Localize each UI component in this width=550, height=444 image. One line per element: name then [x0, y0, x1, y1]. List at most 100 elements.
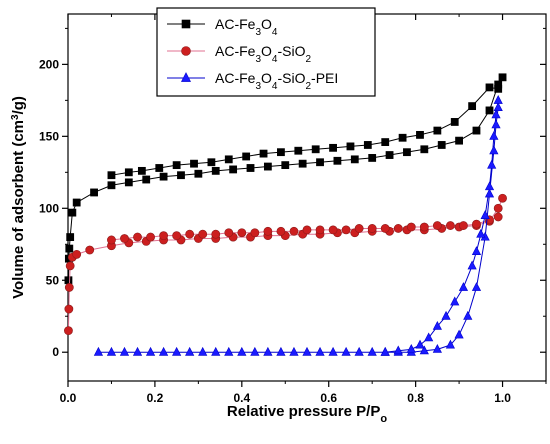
series-0-adsorption-point	[333, 156, 342, 165]
series-0-desorption-point	[242, 152, 251, 161]
series-1-adsorption-point	[64, 283, 74, 292]
text-part: O	[261, 70, 272, 86]
x-tick-label: 0.4	[233, 391, 250, 405]
series-0-adsorption-point	[211, 166, 220, 175]
series-0-adsorption-point	[107, 181, 116, 190]
series-2-desorption-point	[393, 345, 403, 355]
y-axis-title: Volume of adsorbent (cm3/g)	[10, 96, 28, 299]
series-0-desorption-point	[433, 126, 442, 135]
series-0-desorption-point	[346, 142, 355, 151]
series-1-desorption-point	[120, 234, 129, 243]
text-part: 4	[272, 54, 278, 65]
series-1-desorption-point	[172, 231, 182, 241]
text-part: O	[261, 16, 272, 32]
text-part: -SiO	[277, 70, 305, 86]
series-2-desorption-point	[493, 95, 503, 104]
series-2-adsorption-point	[237, 346, 247, 356]
legend-label: AC-Fe3O4-SiO2	[215, 43, 311, 65]
text-part: 3	[10, 114, 21, 120]
series-1-desorption-point	[237, 228, 247, 238]
text-part: 4	[272, 27, 278, 38]
text-part: AC-Fe	[215, 70, 256, 86]
series-2-desorption-point	[476, 228, 486, 238]
series-2-desorption-point	[467, 260, 477, 270]
legend-marker	[181, 19, 191, 29]
series-0-desorption-point	[363, 141, 372, 149]
series-1-desorption-point	[354, 224, 364, 233]
series-0-adsorption-point	[263, 162, 272, 171]
series-2-adsorption-point	[224, 346, 234, 356]
series-0	[64, 73, 507, 285]
series-2-adsorption-point	[328, 346, 338, 356]
series-0-adsorption-point	[403, 148, 411, 157]
series-2-adsorption-point	[315, 346, 325, 356]
series-0-adsorption-point	[66, 233, 75, 241]
series-0-adsorption-point	[65, 244, 74, 253]
series-1-desorption-point	[211, 229, 221, 239]
series-1-desorption-point	[493, 212, 503, 222]
series-1-adsorption-point	[498, 193, 507, 203]
series-2-adsorption-point	[432, 344, 442, 353]
series-1-adsorption-line	[67, 198, 504, 331]
series-2-desorption-point	[491, 109, 501, 119]
series-1-desorption-point	[419, 222, 429, 232]
series-1-desorption-point	[146, 232, 155, 242]
x-tick-label: 1.0	[494, 391, 511, 405]
series-2-adsorption-point	[263, 346, 273, 356]
series-2-adsorption-point	[250, 346, 260, 356]
series-0-desorption-point	[450, 118, 459, 126]
series-0-desorption-point	[107, 171, 116, 180]
series-2-adsorption-point	[493, 102, 503, 112]
series-2-adsorption-point	[302, 346, 312, 356]
text-part: Volume of adsorbent (cm	[10, 120, 27, 299]
series-0-adsorption-point	[194, 169, 203, 178]
series-0-desorption-point	[137, 166, 146, 175]
text-part: -PEI	[311, 70, 338, 86]
text-part: o	[380, 413, 387, 425]
legend-label: AC-Fe3O4	[215, 16, 278, 38]
text-part: AC-Fe	[215, 43, 256, 59]
y-tick-label: 200	[39, 57, 59, 71]
series-0-desorption-point	[416, 130, 424, 139]
x-tick-label: 0.8	[407, 391, 424, 405]
series-2-desorption-point	[450, 296, 460, 306]
series-0-adsorption-point	[68, 208, 77, 217]
text-part: O	[261, 43, 272, 59]
series-1-adsorption-point	[64, 304, 74, 314]
series-2-adsorption-point	[93, 346, 104, 356]
series-2-adsorption-point	[367, 346, 377, 356]
series-1-desorption-point	[406, 222, 416, 232]
series-0-adsorption-point	[298, 159, 307, 168]
series-0-adsorption-point	[64, 276, 73, 285]
series-0-desorption-point	[485, 83, 494, 92]
series-2-desorption-point	[487, 159, 497, 169]
series-2-desorption-point	[489, 130, 499, 140]
series-0-adsorption-point	[485, 106, 494, 115]
text-part: 3	[255, 27, 261, 38]
series-1-desorption-point	[328, 225, 338, 235]
series-1-desorption-point	[393, 224, 403, 233]
series-0-adsorption-point	[498, 73, 507, 82]
series-2-adsorption-point	[119, 346, 130, 356]
series-0-adsorption-point	[316, 158, 324, 167]
text-part: 2	[305, 54, 311, 65]
series-0-desorption-point	[124, 168, 133, 177]
series-0-desorption-point	[277, 148, 285, 157]
series-1-desorption-point	[250, 228, 260, 238]
series-2-adsorption-point	[289, 346, 299, 356]
series-0-desorption-point	[207, 158, 216, 167]
series-2-desorption-point	[432, 320, 442, 330]
series-0-desorption-point	[468, 102, 477, 111]
text-part: 3	[255, 54, 261, 65]
series-0-desorption-point	[311, 145, 320, 154]
series-2-adsorption-point	[132, 346, 143, 356]
series-1-desorption-point	[185, 229, 195, 239]
series-0-adsorption-point	[142, 175, 151, 184]
series-2-adsorption-point	[454, 329, 464, 339]
x-axis-title: Relative pressure P/Po	[227, 403, 387, 425]
axes-layer: 0.0 0.2 0.4 0.6 0.8 1.0 0 50 100 150 200 Relative p…	[10, 13, 547, 425]
series-0-adsorption-point	[72, 198, 81, 207]
